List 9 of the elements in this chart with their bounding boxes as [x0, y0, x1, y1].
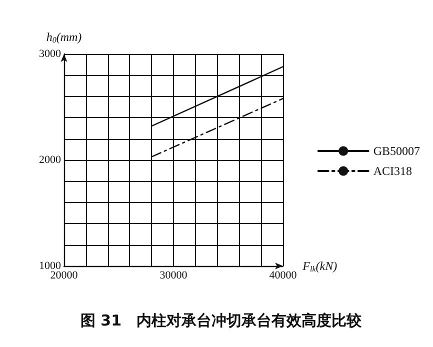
x-tick-label: 40000 [269, 270, 298, 282]
legend-label: GB50007 [373, 144, 420, 158]
y-tick-label: 3000 [39, 48, 62, 60]
x-tick-label: 30000 [160, 270, 188, 282]
x-tick-label: 20000 [50, 270, 78, 282]
text: 图 31 内柱对承台冲切承台有效高度比较 [80, 312, 363, 330]
y-tick-label: 2000 [39, 154, 62, 166]
y-tick-label: 1000 [39, 260, 62, 272]
legend-label: ACI318 [373, 164, 412, 178]
